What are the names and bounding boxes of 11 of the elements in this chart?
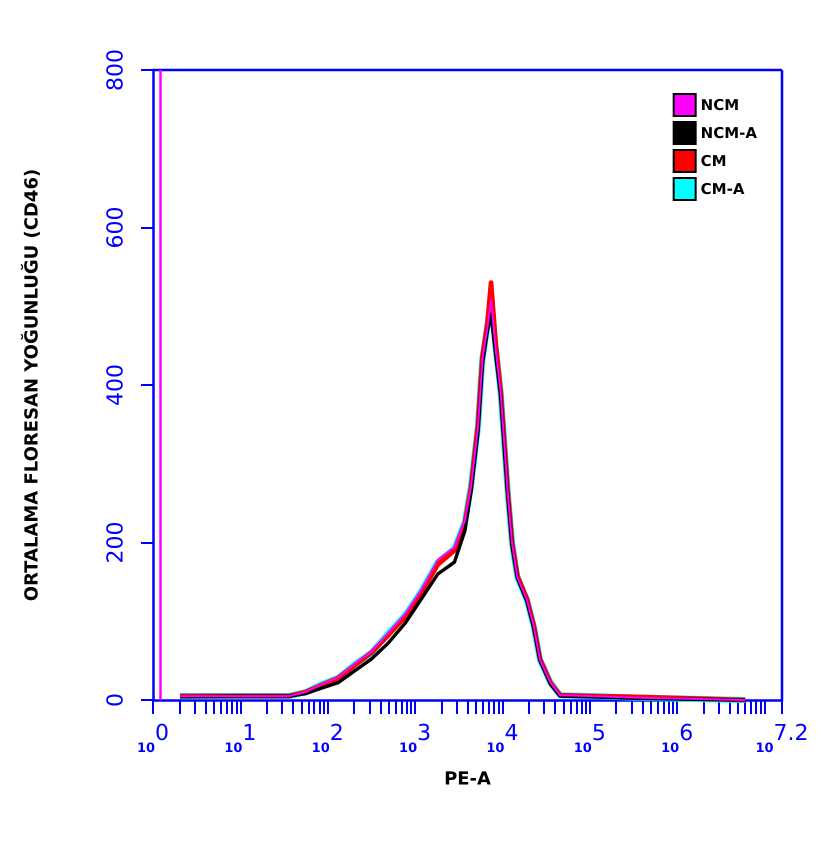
legend-label: NCM bbox=[700, 96, 740, 114]
y-tick-label: 200 bbox=[104, 522, 128, 564]
legend-label: CM-A bbox=[700, 180, 745, 198]
legend-label: CM bbox=[700, 152, 727, 170]
y-tick-label: 400 bbox=[104, 364, 128, 406]
y-axis-title: ORTALAMA FLORESAN YOĞUNLUĞU (CD46) bbox=[20, 168, 42, 602]
y-tick-label: 600 bbox=[104, 206, 128, 248]
x-axis-title: PE-A bbox=[444, 768, 492, 790]
y-tick-label: 800 bbox=[104, 49, 128, 91]
legend-label: NCM-A bbox=[700, 124, 758, 142]
y-tick-label: 0 bbox=[104, 693, 128, 707]
